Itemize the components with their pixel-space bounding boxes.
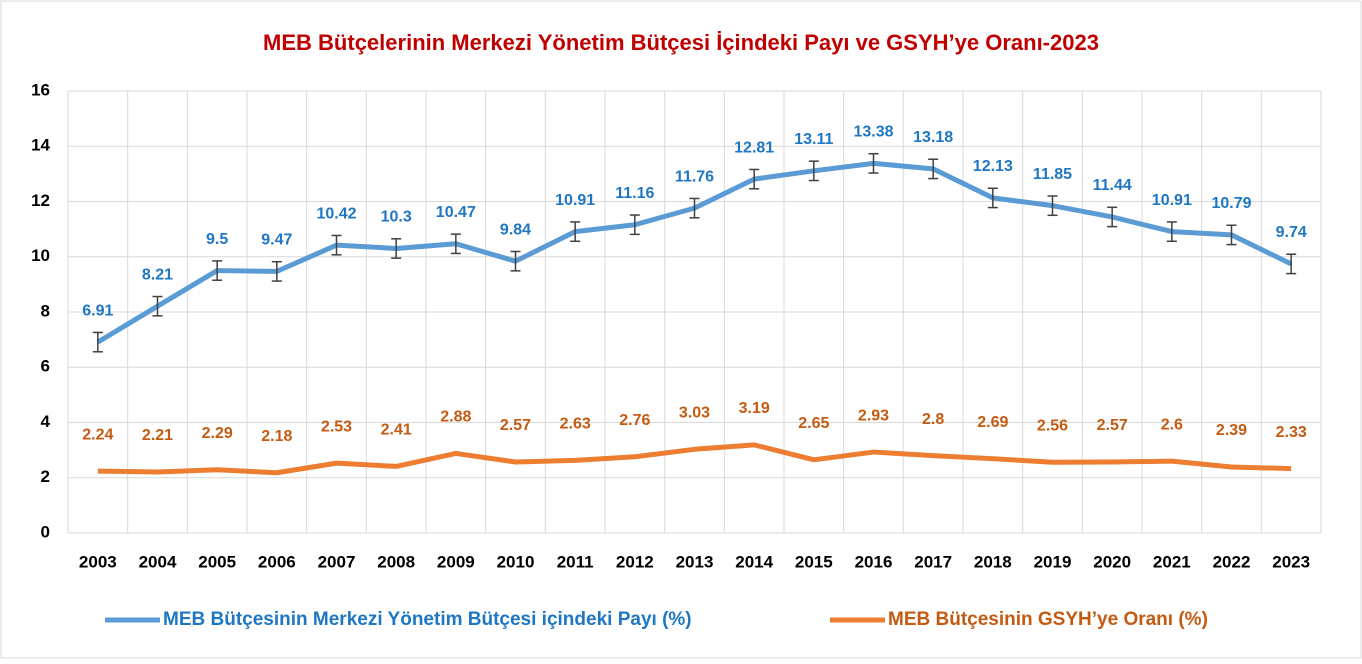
data-label: 9.84 (500, 221, 531, 238)
data-label: 6.91 (82, 302, 113, 319)
x-tick-label: 2003 (79, 552, 117, 571)
data-label: 13.38 (853, 124, 893, 141)
data-label: 10.3 (381, 209, 412, 226)
error-bar (450, 233, 461, 255)
x-tick-label: 2004 (139, 552, 177, 571)
y-tick-label: 8 (41, 301, 50, 320)
x-tick-label: 2019 (1034, 552, 1072, 571)
data-label: 2.69 (977, 414, 1008, 431)
error-bar (749, 168, 760, 190)
error-bar (868, 152, 879, 174)
data-label: 13.18 (913, 129, 953, 146)
y-tick-label: 10 (31, 246, 50, 265)
data-label: 2.56 (1037, 417, 1068, 434)
data-label: 2.63 (560, 416, 591, 433)
x-tick-label: 2014 (735, 552, 773, 571)
x-tick-label: 2007 (318, 552, 356, 571)
data-label: 8.21 (142, 266, 173, 283)
error-bar (1226, 224, 1237, 246)
error-bar (570, 221, 581, 243)
x-tick-label: 2009 (437, 552, 475, 571)
x-tick-label: 2016 (855, 552, 893, 571)
data-label: 12.13 (973, 158, 1013, 175)
data-label: 2.33 (1276, 424, 1307, 441)
data-label: 2.21 (142, 427, 173, 444)
x-tick-label: 2012 (616, 552, 654, 571)
x-tick-label: 2021 (1153, 552, 1191, 571)
data-label: 12.81 (734, 139, 774, 156)
error-bar (510, 250, 521, 272)
data-label: 10.42 (316, 205, 356, 222)
chart-title: MEB Bütçelerinin Merkezi Yönetim Bütçesi… (263, 30, 1099, 55)
data-label: 10.91 (555, 192, 595, 209)
data-label: 2.88 (440, 409, 471, 426)
error-bar (152, 295, 163, 317)
error-bar (331, 234, 342, 256)
y-tick-label: 12 (31, 191, 50, 210)
y-tick-label: 16 (31, 80, 50, 99)
x-tick-label: 2011 (557, 552, 594, 571)
data-label: 10.91 (1152, 192, 1192, 209)
error-bar (271, 260, 282, 282)
x-tick-label: 2017 (914, 552, 952, 571)
legend-label: MEB Bütçesinin Merkezi Yönetim Bütçesi i… (163, 609, 692, 630)
error-bar (1286, 253, 1297, 275)
x-tick-label: 2020 (1093, 552, 1131, 571)
error-bar (1166, 221, 1177, 243)
x-tick-label: 2008 (377, 552, 415, 571)
data-label: 2.57 (1097, 417, 1128, 434)
x-tick-label: 2010 (497, 552, 535, 571)
error-bar (391, 238, 402, 259)
data-label: 11.44 (1093, 177, 1132, 194)
x-tick-label: 2018 (974, 552, 1012, 571)
data-label: 2.29 (202, 425, 233, 442)
error-bar (928, 158, 939, 180)
data-label: 2.18 (261, 428, 292, 445)
data-label: 2.41 (381, 422, 412, 439)
data-label: 2.65 (798, 415, 829, 432)
error-bar (212, 260, 223, 281)
data-label: 2.6 (1161, 416, 1183, 433)
data-label: 2.53 (321, 418, 352, 435)
x-tick-label: 2005 (198, 552, 236, 571)
data-label: 2.57 (500, 417, 531, 434)
data-label: 9.5 (206, 231, 228, 248)
error-bar (689, 197, 700, 219)
data-label: 2.93 (858, 407, 889, 424)
x-tick-label: 2022 (1213, 552, 1251, 571)
data-label: 9.74 (1276, 224, 1307, 241)
y-tick-label: 6 (41, 357, 50, 376)
error-bar (1047, 195, 1058, 217)
data-label: 13.11 (794, 131, 833, 148)
y-tick-label: 2 (41, 467, 50, 486)
data-label: 2.24 (82, 426, 113, 443)
data-label: 9.47 (261, 232, 292, 249)
series-line (97, 442, 1292, 476)
data-label: 11.76 (675, 168, 714, 185)
error-bar (808, 160, 819, 182)
data-label: 10.79 (1211, 195, 1251, 212)
y-tick-label: 14 (31, 136, 50, 155)
y-tick-label: 0 (41, 522, 50, 541)
y-tick-label: 4 (41, 412, 51, 431)
legend-label: MEB Bütçesinin GSYH’ye Oranı (%) (888, 609, 1208, 630)
error-bar (629, 214, 640, 236)
error-bar (92, 331, 103, 353)
data-label: 11.85 (1033, 166, 1072, 183)
x-tick-label: 2015 (795, 552, 833, 571)
error-bar (1107, 206, 1118, 228)
error-bar (987, 187, 998, 209)
data-label: 3.19 (739, 400, 770, 417)
data-label: 11.16 (615, 185, 654, 202)
data-label: 10.47 (436, 204, 476, 221)
x-tick-label: 2006 (258, 552, 296, 571)
data-label: 3.03 (679, 405, 710, 422)
x-tick-label: 2013 (676, 552, 714, 571)
x-tick-label: 2023 (1272, 552, 1310, 571)
data-label: 2.39 (1216, 422, 1247, 439)
data-label: 2.8 (922, 411, 944, 428)
data-label: 2.76 (619, 412, 650, 429)
